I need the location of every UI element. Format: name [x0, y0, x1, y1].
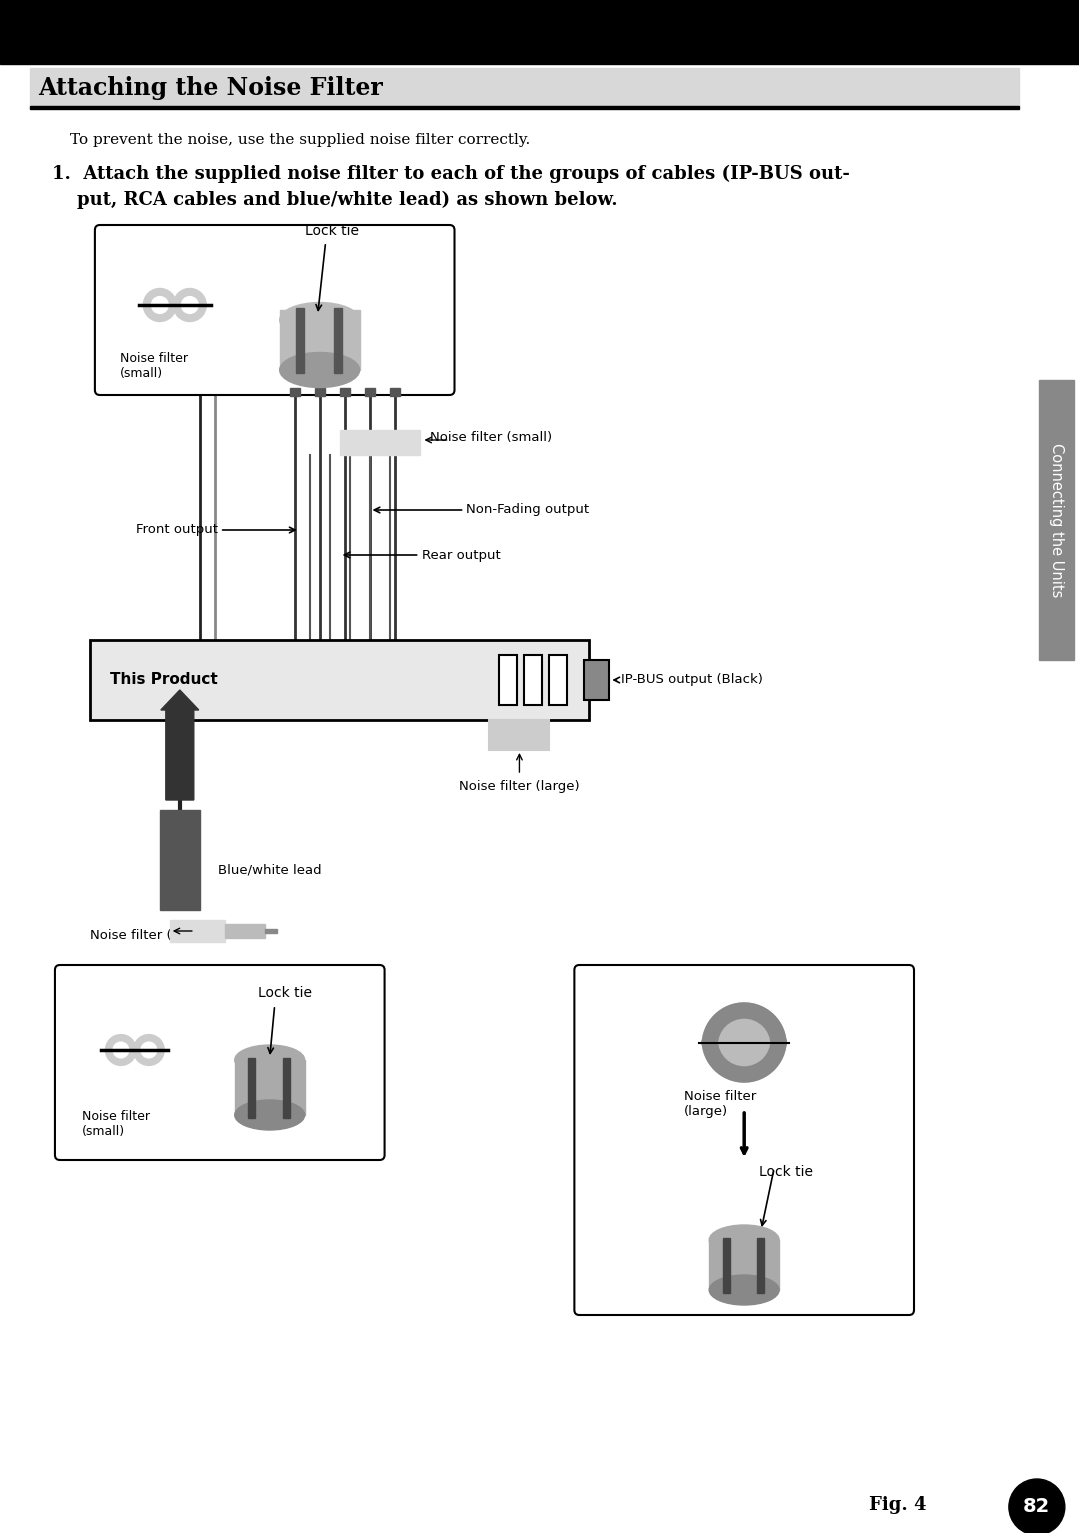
Text: Noise filter (small): Noise filter (small)	[90, 929, 212, 941]
Bar	[710, 1240, 779, 1289]
Text: Connecting the Units: Connecting the Units	[1049, 443, 1064, 598]
Ellipse shape	[234, 1101, 305, 1130]
Bar	[289, 388, 299, 396]
Circle shape	[113, 1042, 129, 1058]
Text: 82: 82	[1023, 1498, 1051, 1516]
Ellipse shape	[280, 302, 360, 337]
Text: Fig. 4: Fig. 4	[869, 1496, 927, 1515]
Wedge shape	[702, 1039, 786, 1082]
Text: IP-BUS output (Black): IP-BUS output (Black)	[621, 673, 764, 687]
Text: Rear output: Rear output	[421, 549, 500, 561]
Text: Noise filter
(large): Noise filter (large)	[685, 1090, 756, 1118]
Bar	[499, 655, 517, 705]
Circle shape	[181, 296, 199, 313]
Bar	[247, 1058, 255, 1118]
Circle shape	[134, 1035, 164, 1065]
Bar	[339, 388, 350, 396]
Bar	[160, 809, 200, 911]
Bar	[1039, 380, 1074, 661]
Bar	[584, 661, 609, 701]
Text: Lock tie: Lock tie	[759, 1165, 813, 1179]
FancyBboxPatch shape	[95, 225, 455, 396]
Text: Noise filter
(small): Noise filter (small)	[82, 1110, 150, 1137]
Circle shape	[141, 1042, 157, 1058]
Text: Attaching the Noise Filter: Attaching the Noise Filter	[38, 77, 382, 100]
Bar	[525, 655, 542, 705]
Circle shape	[144, 288, 176, 322]
FancyArrow shape	[161, 690, 199, 800]
Ellipse shape	[280, 353, 360, 388]
Bar	[489, 721, 550, 750]
Bar	[234, 1059, 305, 1114]
Bar	[334, 308, 341, 373]
Bar	[283, 1058, 289, 1118]
Text: Lock tie: Lock tie	[258, 986, 312, 1000]
Ellipse shape	[234, 1046, 305, 1075]
Bar	[314, 388, 325, 396]
Text: To prevent the noise, use the supplied noise filter correctly.: To prevent the noise, use the supplied n…	[70, 133, 530, 147]
Text: Front output: Front output	[136, 523, 218, 537]
Text: Lock tie: Lock tie	[305, 224, 359, 238]
Bar	[265, 929, 276, 934]
Bar	[550, 655, 567, 705]
Bar	[280, 310, 360, 369]
Circle shape	[173, 288, 206, 322]
FancyBboxPatch shape	[55, 964, 384, 1160]
Bar	[296, 308, 303, 373]
Ellipse shape	[710, 1225, 779, 1256]
Text: Noise filter
(small): Noise filter (small)	[120, 353, 188, 380]
Bar	[225, 924, 265, 938]
Bar	[90, 639, 590, 721]
Text: Non-Fading output: Non-Fading output	[467, 503, 590, 517]
Wedge shape	[702, 1003, 786, 1046]
Text: This Product: This Product	[110, 673, 218, 687]
Text: 1.  Attach the supplied noise filter to each of the groups of cables (IP-BUS out: 1. Attach the supplied noise filter to e…	[52, 166, 850, 208]
FancyBboxPatch shape	[575, 964, 914, 1315]
Bar	[339, 429, 419, 455]
Bar	[170, 920, 225, 941]
Text: Noise filter (small): Noise filter (small)	[430, 431, 552, 443]
Ellipse shape	[710, 1275, 779, 1305]
Bar	[390, 388, 400, 396]
Bar	[30, 106, 1018, 109]
Wedge shape	[702, 1003, 786, 1046]
Bar	[724, 1239, 730, 1292]
Bar	[757, 1239, 765, 1292]
Text: Noise filter (large): Noise filter (large)	[459, 780, 580, 793]
Circle shape	[1009, 1479, 1065, 1533]
Bar	[0, 0, 1079, 64]
Bar	[365, 388, 375, 396]
Circle shape	[151, 296, 168, 313]
Bar	[30, 67, 1018, 106]
Wedge shape	[702, 1039, 786, 1082]
Text: Blue/white lead: Blue/white lead	[218, 863, 322, 877]
Circle shape	[106, 1035, 136, 1065]
